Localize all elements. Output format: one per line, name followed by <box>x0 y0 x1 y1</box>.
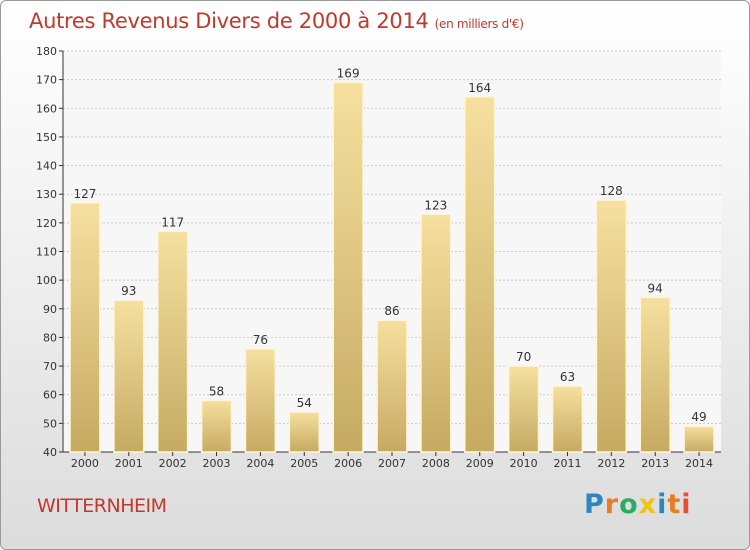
x-tick-label: 2009 <box>466 457 494 470</box>
bar-value-label: 54 <box>297 396 312 410</box>
y-tick-label: 150 <box>36 131 57 144</box>
bar <box>69 202 101 453</box>
logo-letter: r <box>604 489 620 520</box>
y-tick-label: 110 <box>36 246 57 259</box>
y-tick-label: 80 <box>43 331 57 344</box>
bar-value-label: 70 <box>516 350 531 364</box>
logo-letter: t <box>667 489 682 520</box>
y-tick-label: 140 <box>36 160 57 173</box>
bar-value-label: 164 <box>468 81 491 95</box>
bar-value-label: 123 <box>424 198 447 212</box>
bar-value-label: 94 <box>648 281 663 295</box>
chart-title-text: Autres Revenus Divers de 2000 à 2014 <box>29 9 429 33</box>
x-tick-label: 2011 <box>553 457 581 470</box>
bar <box>464 96 496 453</box>
x-tick-label: 2000 <box>71 457 99 470</box>
y-tick-label: 50 <box>43 417 57 430</box>
y-tick-label: 130 <box>36 188 57 201</box>
x-tick-label: 2001 <box>115 457 143 470</box>
logo-letter: P <box>584 489 605 520</box>
x-tick-label: 2010 <box>510 457 538 470</box>
x-tick-label: 2012 <box>597 457 625 470</box>
y-tick-label: 170 <box>36 74 57 87</box>
logo-letter: i <box>657 489 668 520</box>
logo-letter: i <box>681 489 692 520</box>
y-tick-label: 90 <box>43 303 57 316</box>
bar-value-label: 117 <box>161 215 184 229</box>
x-tick-label: 2004 <box>246 457 274 470</box>
y-tick-label: 70 <box>43 360 57 373</box>
bar <box>639 296 671 453</box>
y-tick-label: 160 <box>36 102 57 115</box>
bar <box>595 199 627 453</box>
bar-value-label: 49 <box>691 410 706 424</box>
bar <box>200 399 233 453</box>
chart-title-unit: (en milliers d'€) <box>434 17 524 31</box>
proxiti-logo: Proxiti <box>584 489 692 520</box>
bar <box>288 411 320 453</box>
bar <box>420 213 452 453</box>
x-tick-label: 2008 <box>422 457 450 470</box>
logo-letter: x <box>638 489 658 520</box>
bar-value-label: 93 <box>121 284 136 298</box>
x-tick-label: 2006 <box>334 457 362 470</box>
bar-value-label: 58 <box>209 384 224 398</box>
bar <box>507 365 540 453</box>
bar-value-label: 86 <box>384 304 399 318</box>
bar-value-label: 127 <box>73 187 96 201</box>
y-tick-label: 100 <box>36 274 57 287</box>
bar-value-label: 63 <box>560 370 575 384</box>
x-tick-label: 2003 <box>203 457 231 470</box>
bar-value-label: 169 <box>337 67 360 81</box>
bar <box>551 385 584 453</box>
bar-value-label: 76 <box>253 333 268 347</box>
bar <box>157 230 189 453</box>
bar <box>113 299 145 453</box>
x-tick-label: 2007 <box>378 457 406 470</box>
y-tick-label: 60 <box>43 389 57 402</box>
bar <box>683 425 715 453</box>
y-tick-label: 120 <box>36 217 57 230</box>
bar <box>244 348 277 453</box>
x-tick-label: 2014 <box>685 457 713 470</box>
y-tick-label: 40 <box>43 446 57 459</box>
x-tick-label: 2013 <box>641 457 669 470</box>
bar <box>332 81 364 453</box>
bar <box>376 319 408 453</box>
y-tick-label: 180 <box>36 45 57 58</box>
chart-title: Autres Revenus Divers de 2000 à 2014 (en … <box>29 9 524 33</box>
location-label: WITTERNHEIM <box>37 495 167 517</box>
bar-value-label: 128 <box>600 184 623 198</box>
logo-letter: o <box>619 489 639 520</box>
x-tick-label: 2002 <box>159 457 187 470</box>
x-tick-label: 2005 <box>290 457 318 470</box>
